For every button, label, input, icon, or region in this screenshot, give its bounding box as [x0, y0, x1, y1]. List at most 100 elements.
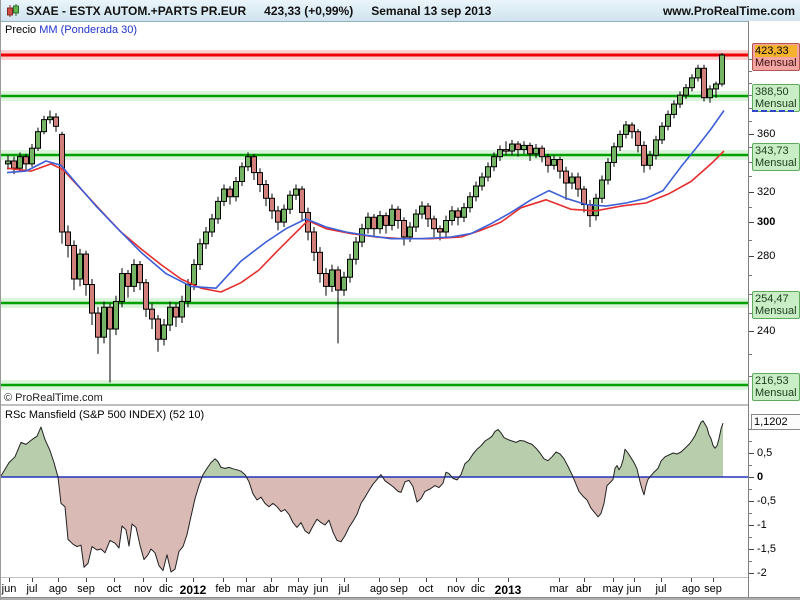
candle-up — [77, 253, 83, 280]
candle-down — [71, 244, 77, 280]
price-axis-minor-tick — [749, 121, 752, 122]
candle-up — [347, 258, 353, 278]
candle-up — [605, 161, 611, 181]
candle-down — [371, 216, 377, 230]
candle-up — [707, 88, 713, 99]
candle-up — [239, 166, 245, 183]
time-axis-tick — [508, 578, 509, 582]
month-label: ago — [369, 583, 389, 595]
candle-up — [461, 207, 467, 218]
candle-up — [569, 176, 575, 184]
mm-indicator-label[interactable]: MM (Ponderada 30) — [39, 24, 138, 36]
candle-down — [23, 156, 29, 165]
candle-down — [575, 176, 581, 190]
price-axis-minor-tick — [749, 147, 752, 148]
time-axis[interactable]: jun jul ago sep oct nov dic 2012 feb mar abr may jun… — [1, 578, 748, 597]
month-label: may — [287, 583, 309, 595]
candle-up — [191, 264, 197, 286]
candle-down — [635, 131, 641, 146]
candle-up — [443, 219, 449, 233]
candle-down — [65, 231, 71, 246]
candle-up — [599, 179, 605, 199]
candle-up — [35, 131, 41, 149]
month-label: abr — [263, 583, 279, 595]
candle-down — [425, 205, 431, 220]
level-value: 388,50 — [755, 86, 789, 98]
time-axis-tick — [9, 578, 10, 582]
candle-up — [449, 210, 455, 221]
price-axis-tick — [749, 331, 754, 332]
price-axis-minor-tick — [749, 240, 752, 241]
time-axis-tick — [426, 578, 427, 582]
candle-up — [623, 124, 629, 135]
month-label: dic — [470, 583, 486, 595]
month-label: mar — [236, 583, 256, 595]
prorealtime-link[interactable]: www.ProRealTime.com — [662, 3, 795, 18]
candle-up — [713, 83, 719, 90]
candle-up — [29, 147, 35, 165]
price-axis-minor-tick — [749, 294, 752, 295]
candle-down — [581, 188, 587, 206]
candle-up — [473, 185, 479, 198]
rsc-outline — [1, 420, 724, 573]
candle-up — [677, 94, 683, 105]
price-axis-minor-tick — [749, 59, 752, 60]
month-label: feb — [215, 583, 231, 595]
rsc-tick-label: -1,5 — [757, 543, 776, 555]
price-axis-tick — [749, 222, 754, 223]
candle-down — [149, 308, 155, 320]
candle-up — [413, 213, 419, 228]
candle-down — [83, 253, 89, 286]
candle-down — [11, 160, 17, 169]
candle-down — [299, 188, 305, 213]
candle-up — [185, 284, 191, 302]
candle-up — [197, 243, 203, 266]
rsc-axis-minor-tick — [749, 561, 752, 562]
candle-down — [335, 269, 341, 291]
moving-average-blue — [6, 110, 725, 290]
level-period-label: Mensual — [755, 98, 797, 110]
level-value: 423,33 — [755, 45, 797, 57]
time-axis-tick — [86, 578, 87, 582]
time-axis-tick — [114, 578, 115, 582]
rsc-axis-tick — [749, 573, 754, 574]
candle-up — [485, 166, 491, 178]
candle-up — [377, 215, 383, 230]
candle-down — [545, 156, 551, 166]
time-axis-tick — [613, 578, 614, 582]
period-and-date: Semanal 13 sep 2013 — [371, 3, 492, 18]
price-axis-minor-tick — [749, 83, 752, 84]
price-axis-minor-tick — [749, 162, 752, 163]
price-axis-tick — [749, 134, 754, 135]
candle-up — [233, 181, 239, 198]
candle-up — [293, 188, 299, 196]
candle-up — [245, 156, 251, 168]
copyright-text: © ProRealTime.com — [4, 392, 103, 404]
chart-canvas[interactable] — [1, 0, 748, 597]
month-label: may — [602, 583, 624, 595]
candle-down — [383, 215, 389, 226]
candle-up — [281, 208, 287, 223]
price-level-box: 254,47 Mensual — [752, 291, 800, 319]
rsc-negative-area — [1, 477, 723, 572]
level-period-label: Mensual — [755, 157, 797, 169]
price-tick-label: 280 — [757, 250, 776, 262]
candle-down — [107, 306, 113, 330]
candle-up — [389, 208, 395, 226]
rsc-axis-minor-tick — [749, 441, 752, 442]
candle-down — [155, 318, 161, 340]
price-axis-minor-tick — [749, 207, 752, 208]
rsc-mansfield-label[interactable]: RSc Mansfield (S&P 500 INDEX) (52 10) — [5, 409, 205, 421]
price-axis-minor-tick — [749, 95, 752, 96]
rsc-current-value-box: 1,1202 — [751, 414, 800, 430]
candle-up — [593, 197, 599, 217]
time-axis-tick — [661, 578, 662, 582]
candle-down — [275, 210, 281, 223]
candle-down — [437, 228, 443, 233]
rsc-axis-tick — [749, 477, 754, 478]
candle-up — [179, 300, 185, 318]
candle-down — [227, 188, 233, 198]
time-axis-tick — [584, 578, 585, 582]
price-axis[interactable]: 360 320 300 280 240 0,5 0 -0,5 -1 -1,5 -2 423,33 Men… — [748, 21, 800, 597]
candle-up — [131, 264, 137, 287]
